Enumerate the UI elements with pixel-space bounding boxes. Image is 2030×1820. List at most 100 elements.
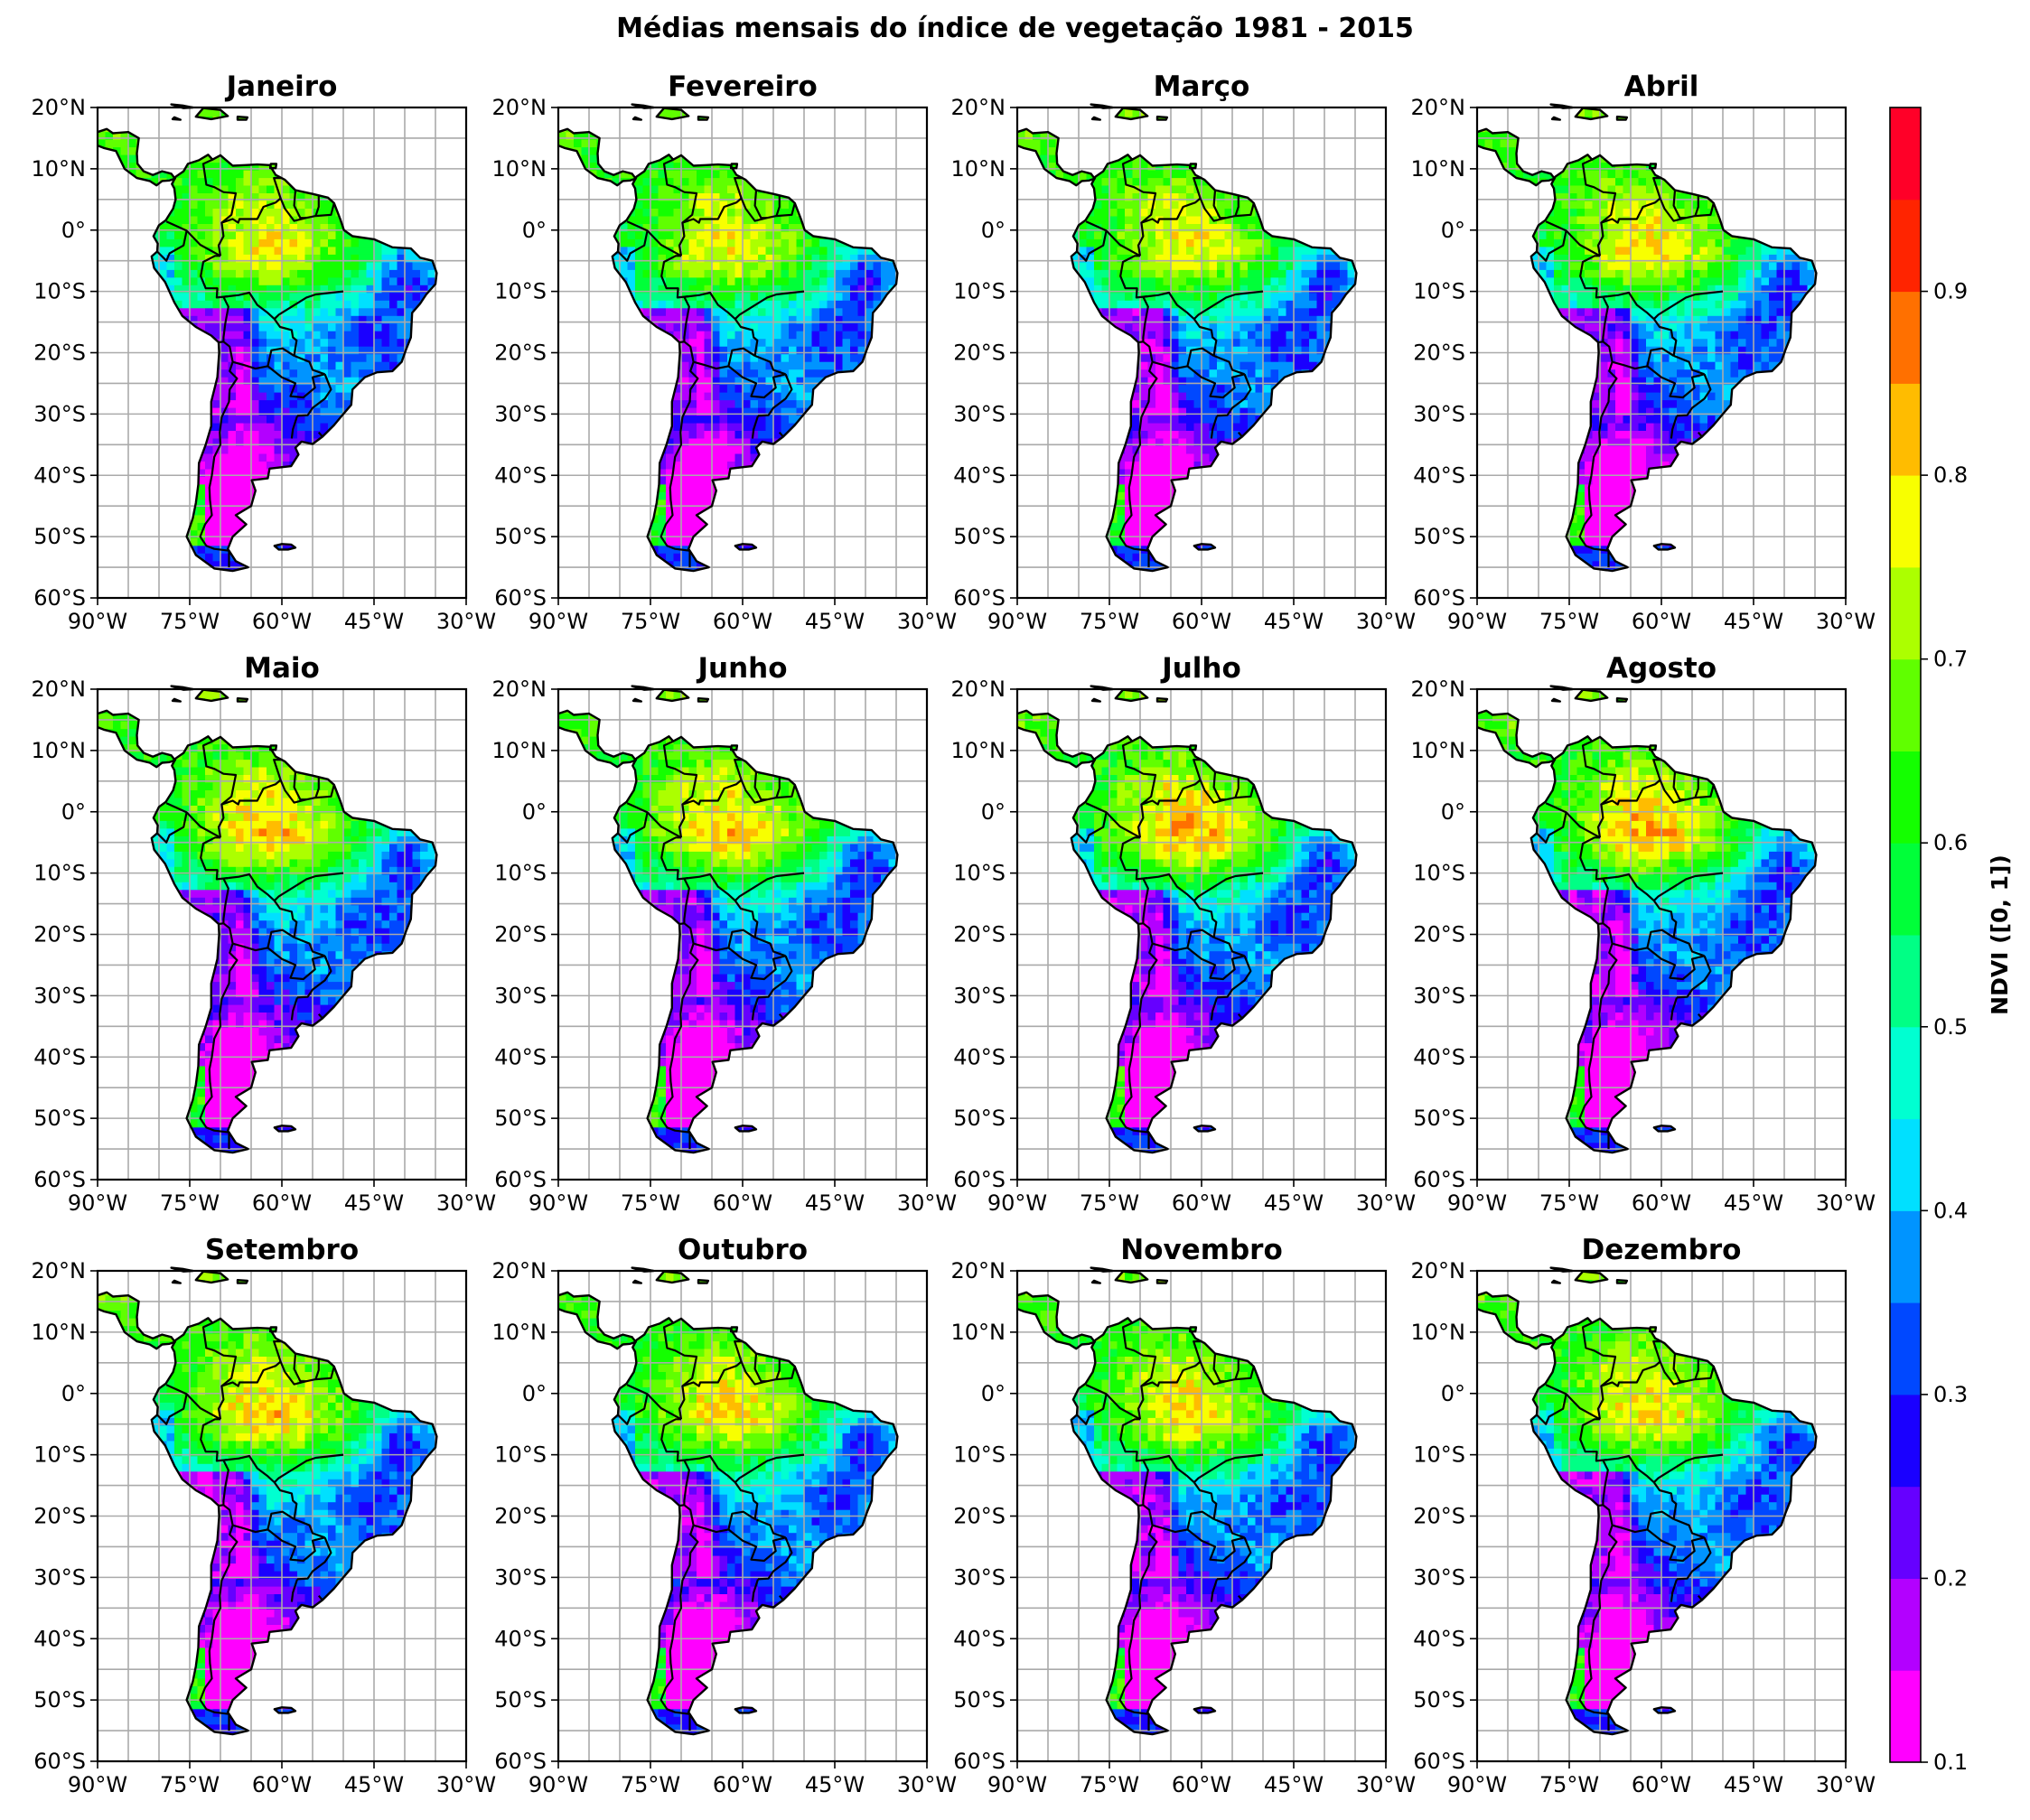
panel-title: Abril <box>1624 70 1699 103</box>
map-panel-4: Abril 90°W 75°W 60°W 45°W 30°W 20°N 10°N 0° 10°S 2… <box>1411 70 1876 634</box>
lon-tick-label: 60°W <box>252 1190 312 1216</box>
colorbar-swatch <box>1890 1302 1921 1395</box>
lon-tick-label: 75°W <box>1539 609 1599 634</box>
lon-tick-label: 90°W <box>68 1772 127 1797</box>
lat-tick-label: 60°S <box>1413 1167 1465 1192</box>
lon-tick-label: 45°W <box>1264 1772 1324 1797</box>
lon-tick-label: 30°W <box>1356 1772 1416 1797</box>
country-borders <box>617 740 805 1150</box>
lon-tick-label: 60°W <box>1172 1772 1231 1797</box>
country-borders <box>617 1321 805 1731</box>
lat-tick-label: 20°N <box>32 677 87 702</box>
panel-title: Março <box>1154 70 1250 103</box>
lat-tick-label: 20°S <box>494 341 547 366</box>
lon-tick-label: 75°W <box>1080 609 1139 634</box>
lat-tick-label: 10°N <box>32 738 87 763</box>
lon-tick-label: 30°W <box>897 1190 957 1216</box>
lat-tick-label: 10°N <box>951 1320 1006 1345</box>
colorbar-swatch <box>1890 751 1921 844</box>
panel-title: Maio <box>244 652 320 685</box>
lon-tick-label: 60°W <box>1172 609 1231 634</box>
lat-tick-label: 10°S <box>1413 861 1465 886</box>
lon-tick-label: 75°W <box>1539 1190 1599 1216</box>
lat-tick-label: 30°S <box>33 1564 86 1590</box>
map-panel-10: Outubro 90°W 75°W 60°W 45°W 30°W 20°N 10°N 0° 10°… <box>492 1234 958 1797</box>
lat-tick-label: 40°S <box>953 1626 1006 1651</box>
lat-tick-label: 20°S <box>33 922 86 947</box>
lat-tick-label: 10°S <box>953 279 1006 304</box>
colorbar-tick-label: 0.2 <box>1933 1565 1968 1591</box>
colorbar-frame <box>1889 107 1922 1763</box>
lat-tick-label: 0° <box>522 1381 547 1406</box>
lon-tick-label: 75°W <box>1539 1772 1599 1797</box>
lat-tick-label: 10°S <box>494 279 547 304</box>
lon-tick-label: 45°W <box>344 1190 404 1216</box>
graticule <box>1477 107 1846 598</box>
lat-tick-label: 0° <box>522 218 547 243</box>
lat-tick-label: 10°N <box>492 1320 547 1345</box>
lat-tick-label: 30°S <box>33 401 86 426</box>
colorbar-swatch <box>1890 658 1921 751</box>
panel-title: Setembro <box>205 1234 359 1266</box>
lat-tick-label: 50°S <box>1413 1106 1465 1131</box>
colorbar-swatch <box>1890 1210 1921 1303</box>
panel-title: Fevereiro <box>668 70 818 103</box>
lon-tick-label: 60°W <box>713 609 772 634</box>
lon-tick-label: 30°W <box>1356 1190 1416 1216</box>
lon-tick-label: 60°W <box>252 1772 312 1797</box>
lat-tick-label: 20°S <box>33 341 86 366</box>
panel-title: Novembro <box>1120 1234 1283 1266</box>
lat-tick-label: 60°S <box>1413 1749 1465 1774</box>
lat-tick-label: 30°S <box>494 1564 547 1590</box>
graticule <box>1017 689 1386 1180</box>
lat-tick-label: 0° <box>1441 1381 1465 1406</box>
lat-tick-label: 10°N <box>492 156 547 182</box>
graticule <box>1017 1271 1386 1761</box>
lat-tick-label: 50°S <box>494 1106 547 1131</box>
lon-tick-label: 90°W <box>529 609 588 634</box>
lon-tick-label: 60°W <box>713 1190 772 1216</box>
lat-tick-label: 0° <box>61 218 86 243</box>
colorbar-swatch <box>1890 107 1921 201</box>
map-panel-1: Janeiro 90°W 75°W 60°W 45°W 30°W 20°N 10°N 0° 10°… <box>32 70 497 634</box>
lat-tick-label: 30°S <box>494 983 547 1008</box>
country-borders <box>156 1321 344 1731</box>
map-panel-2: Fevereiro 90°W 75°W 60°W 45°W 30°W 20°N 10°N 0° 1… <box>492 70 958 634</box>
lat-tick-label: 20°S <box>494 922 547 947</box>
panel-title: Julho <box>1160 652 1241 685</box>
lat-tick-label: 60°S <box>953 1749 1006 1774</box>
lat-tick-label: 30°S <box>1413 401 1465 426</box>
graticule <box>1017 107 1386 598</box>
map-panel-11: Novembro 90°W 75°W 60°W 45°W 30°W 20°N 10°N 0° 10… <box>951 1234 1417 1797</box>
lat-tick-label: 40°S <box>494 462 547 488</box>
lat-tick-label: 20°N <box>1411 95 1466 120</box>
colorbar-tick-label: 0.6 <box>1933 830 1968 855</box>
colorbar-tick-label: 0.1 <box>1933 1750 1968 1775</box>
lat-tick-label: 20°N <box>32 1258 87 1283</box>
lat-tick-label: 30°S <box>1413 983 1465 1008</box>
lon-tick-label: 45°W <box>805 1190 865 1216</box>
coastline <box>1016 685 1358 1154</box>
colorbar-label: NDVI ([0, 1]) <box>1987 854 2013 1015</box>
graticule <box>558 689 927 1180</box>
figure-title: Médias mensais do índice de vegetação 19… <box>0 13 2030 44</box>
lon-tick-label: 30°W <box>436 1190 496 1216</box>
lat-tick-label: 20°N <box>492 1258 547 1283</box>
map-panels: Janeiro 90°W 75°W 60°W 45°W 30°W 20°N 10°N 0° 10°… <box>32 70 1876 1797</box>
lat-tick-label: 50°S <box>33 1687 86 1713</box>
colorbar-tick-label: 0.5 <box>1933 1014 1968 1040</box>
lon-tick-label: 90°W <box>1447 609 1507 634</box>
panel-title: Agosto <box>1606 652 1717 685</box>
lat-tick-label: 60°S <box>953 585 1006 611</box>
lat-tick-label: 60°S <box>953 1167 1006 1192</box>
country-borders <box>156 740 344 1150</box>
lat-tick-label: 40°S <box>1413 462 1465 488</box>
lon-tick-label: 90°W <box>1447 1190 1507 1216</box>
lon-tick-label: 45°W <box>1264 1190 1324 1216</box>
colorbar-tick-label: 0.7 <box>1933 647 1968 672</box>
lon-tick-label: 30°W <box>1816 1772 1876 1797</box>
lon-tick-label: 30°W <box>436 1772 496 1797</box>
colorbar-swatch <box>1890 1118 1921 1211</box>
map-panel-9: Setembro 90°W 75°W 60°W 45°W 30°W 20°N 10°N 0° 10… <box>32 1234 497 1797</box>
lon-tick-label: 60°W <box>1172 1190 1231 1216</box>
